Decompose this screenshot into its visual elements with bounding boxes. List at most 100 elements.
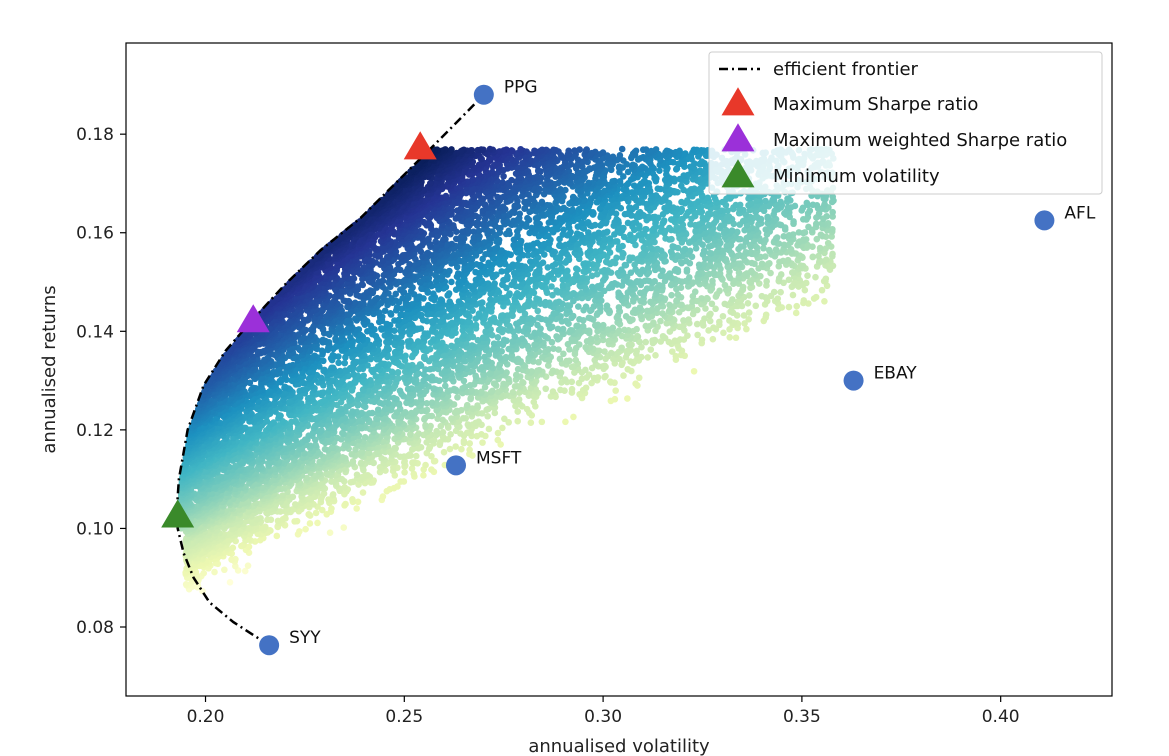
portfolio-point: [549, 388, 557, 395]
portfolio-point: [818, 286, 826, 294]
portfolio-point: [563, 357, 570, 365]
portfolio-point: [386, 486, 394, 493]
portfolio-point: [638, 343, 645, 351]
portfolio-point: [602, 372, 609, 380]
portfolio-point: [359, 489, 367, 496]
portfolio-point: [765, 246, 773, 254]
portfolio-point: [777, 288, 784, 296]
portfolio-point: [690, 367, 698, 375]
portfolio-point: [681, 245, 689, 253]
portfolio-point: [428, 452, 435, 460]
portfolio-point: [325, 496, 332, 503]
portfolio-point: [484, 412, 491, 420]
portfolio-point: [683, 266, 691, 273]
portfolio-point: [549, 367, 557, 375]
portfolio-point: [812, 273, 819, 281]
portfolio-point: [677, 259, 685, 266]
portfolio-point: [695, 270, 702, 277]
portfolio-point: [347, 478, 355, 486]
portfolio-point: [502, 353, 510, 361]
portfolio-point: [590, 374, 598, 382]
portfolio-point: [567, 327, 574, 334]
portfolio-point: [740, 312, 748, 319]
portfolio-point: [458, 445, 465, 453]
portfolio-point: [226, 579, 234, 586]
portfolio-point: [416, 361, 424, 368]
portfolio-point: [459, 415, 467, 422]
portfolio-point: [601, 266, 608, 274]
portfolio-point: [705, 222, 713, 229]
portfolio-point: [448, 342, 455, 350]
portfolio-point: [773, 234, 781, 241]
portfolio-point: [743, 325, 750, 333]
portfolio-point: [623, 347, 631, 355]
portfolio-point: [709, 335, 717, 343]
portfolio-point: [494, 429, 502, 437]
portfolio-point: [744, 300, 752, 307]
portfolio-point: [499, 424, 506, 432]
portfolio-point: [211, 568, 218, 576]
portfolio-point: [737, 243, 745, 250]
portfolio-point: [611, 395, 619, 403]
portfolio-point: [291, 518, 298, 525]
portfolio-point: [695, 261, 703, 269]
portfolio-point: [374, 406, 382, 413]
portfolio-point: [729, 296, 736, 303]
portfolio-point: [816, 244, 824, 252]
portfolio-point: [821, 297, 828, 305]
portfolio-point: [447, 431, 454, 438]
portfolio-point: [693, 320, 701, 328]
portfolio-point: [719, 312, 727, 320]
portfolio-point: [441, 367, 449, 375]
portfolio-point: [548, 283, 555, 290]
portfolio-point: [762, 197, 769, 205]
portfolio-point: [795, 229, 803, 236]
portfolio-point: [758, 260, 766, 268]
portfolio-point: [466, 446, 473, 454]
portfolio-point: [568, 363, 576, 371]
portfolio-point: [241, 567, 249, 575]
portfolio-point: [607, 349, 615, 357]
portfolio-point: [707, 310, 714, 318]
portfolio-point: [397, 478, 404, 485]
portfolio-point: [627, 358, 634, 365]
portfolio-point: [635, 374, 643, 382]
portfolio-point: [572, 356, 580, 364]
portfolio-point: [422, 421, 429, 429]
portfolio-point: [542, 385, 550, 393]
portfolio-point: [264, 516, 271, 524]
portfolio-point: [669, 348, 676, 355]
portfolio-point: [606, 378, 614, 385]
portfolio-point: [642, 322, 650, 330]
portfolio-point: [422, 461, 429, 469]
portfolio-point: [500, 336, 508, 344]
portfolio-point: [463, 401, 471, 409]
portfolio-point: [698, 336, 706, 344]
portfolio-point: [446, 445, 454, 453]
portfolio-point: [575, 303, 582, 310]
portfolio-point: [415, 430, 422, 437]
portfolio-point: [762, 311, 770, 319]
portfolio-point: [752, 302, 760, 310]
portfolio-point: [326, 529, 334, 537]
portfolio-point: [489, 387, 496, 395]
portfolio-point: [514, 417, 522, 425]
portfolio-point: [289, 493, 297, 501]
portfolio-point: [745, 316, 752, 323]
portfolio-point: [776, 258, 783, 266]
portfolio-point: [806, 207, 814, 214]
portfolio-point: [448, 415, 455, 422]
portfolio-point: [582, 384, 590, 392]
portfolio-point: [777, 271, 785, 278]
portfolio-point: [510, 397, 518, 404]
portfolio-point: [660, 217, 668, 224]
portfolio-point: [396, 387, 404, 395]
portfolio-point: [716, 318, 723, 326]
portfolio-point: [621, 261, 629, 269]
portfolio-point: [281, 514, 289, 522]
portfolio-point: [340, 524, 348, 531]
portfolio-point: [618, 344, 625, 352]
portfolio-point: [812, 220, 820, 228]
portfolio-point: [764, 213, 771, 221]
portfolio-point: [676, 336, 684, 343]
